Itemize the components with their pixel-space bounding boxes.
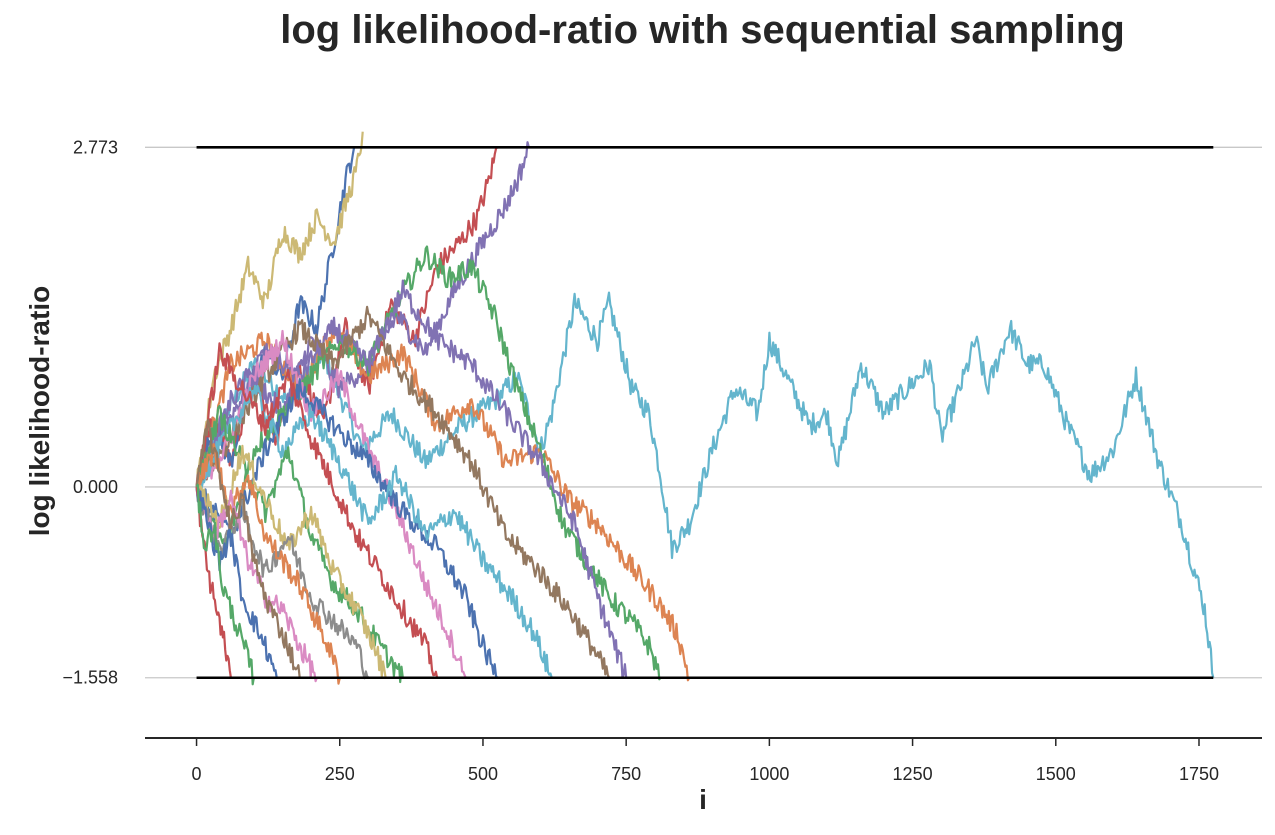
threshold-layer: [196, 145, 1214, 680]
series-line-14: [195, 444, 387, 678]
series-line-10: [195, 378, 499, 679]
x-tick-label: 250: [325, 764, 355, 784]
x-tick-label: 1000: [749, 764, 789, 784]
axis-layer: 2.773 0.000 −1.558 0 250 500 750 1000 1250 1500 17…: [62, 137, 1262, 784]
y-tick-label: 2.773: [73, 137, 118, 157]
x-tick-label: 0: [192, 764, 202, 784]
x-tick-label: 1250: [893, 764, 933, 784]
series-line-15: [195, 486, 370, 680]
x-axis-label: i: [699, 784, 707, 815]
series-line-11: [195, 384, 553, 679]
x-tick-label: 1750: [1179, 764, 1219, 784]
y-tick-label: 0.000: [73, 477, 118, 497]
series-line-12: [195, 342, 439, 678]
chart-title: log likelihood-ratio with sequential sam…: [280, 8, 1125, 52]
x-tick-label: 500: [468, 764, 498, 784]
series-line-19: [195, 486, 278, 678]
series-line-3: [195, 131, 364, 487]
series-line-21: [195, 483, 255, 686]
x-tick-label: 750: [611, 764, 641, 784]
series-layer: [195, 131, 1215, 686]
series-line-18: [195, 419, 301, 678]
y-tick-label: −1.558: [62, 668, 118, 688]
x-tick-label: 1500: [1036, 764, 1076, 784]
